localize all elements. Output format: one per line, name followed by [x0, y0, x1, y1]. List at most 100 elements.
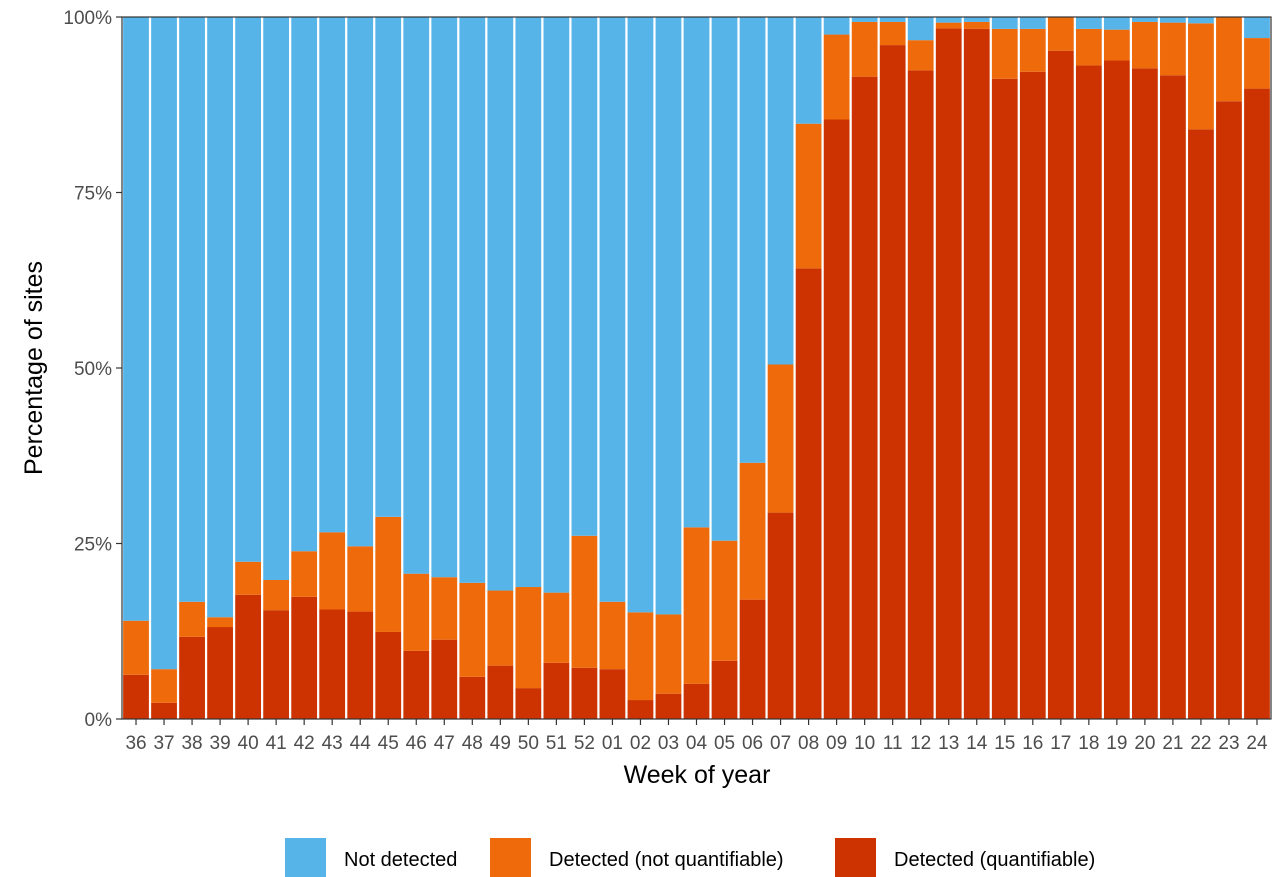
bar-detected-not-quantifiable-week-40 — [235, 561, 261, 595]
bar-not-detected-week-47 — [431, 17, 458, 578]
bar-detected-not-quantifiable-week-49 — [487, 590, 514, 666]
bar-detected-not-quantifiable-week-41 — [263, 580, 290, 611]
x-tick-label: 24 — [1246, 733, 1268, 754]
legend-key-not-detected — [285, 838, 326, 877]
x-tick-label: 14 — [966, 733, 988, 754]
bar-not-detected-week-48 — [459, 17, 486, 583]
legend-label-detected-not-quantifiable: Detected (not quantifiable) — [549, 849, 784, 871]
bar-detected-not-quantifiable-week-24 — [1244, 38, 1270, 89]
x-tick-label: 45 — [378, 733, 399, 754]
bar-detected-not-quantifiable-week-09 — [823, 34, 850, 120]
x-tick-label: 03 — [658, 733, 679, 754]
bar-detected-not-quantifiable-week-43 — [319, 532, 346, 610]
bar-not-detected-week-01 — [599, 17, 626, 602]
bar-detected-quantifiable-week-24 — [1244, 88, 1270, 720]
bar-detected-not-quantifiable-week-07 — [767, 364, 794, 513]
bar-detected-not-quantifiable-week-50 — [515, 587, 542, 689]
bar-detected-quantifiable-week-38 — [179, 636, 205, 719]
x-tick-label: 13 — [938, 733, 959, 754]
x-tick-label: 08 — [798, 733, 819, 754]
y-tick-label: 100% — [63, 8, 112, 29]
bar-detected-not-quantifiable-week-38 — [179, 601, 205, 637]
bar-detected-not-quantifiable-week-22 — [1188, 23, 1214, 130]
bar-detected-quantifiable-week-36 — [123, 674, 149, 719]
y-axis: 0% 25% 50% 75% 100% — [63, 8, 122, 731]
bar-detected-not-quantifiable-week-13 — [935, 22, 962, 29]
bar-detected-not-quantifiable-week-36 — [123, 620, 149, 675]
bar-detected-quantifiable-week-16 — [1019, 71, 1046, 719]
bar-detected-quantifiable-week-51 — [543, 662, 570, 719]
bar-not-detected-week-41 — [263, 17, 290, 580]
x-tick-label: 09 — [826, 733, 847, 754]
bar-detected-quantifiable-week-48 — [459, 676, 486, 719]
bar-not-detected-week-04 — [683, 17, 710, 528]
bars-group — [123, 17, 1270, 720]
bar-detected-not-quantifiable-week-21 — [1160, 22, 1186, 76]
x-tick-label: 44 — [350, 733, 372, 754]
x-tick-label: 18 — [1078, 733, 1099, 754]
bar-detected-quantifiable-week-17 — [1047, 50, 1074, 719]
bar-not-detected-week-09 — [823, 17, 850, 35]
x-tick-label: 07 — [770, 733, 791, 754]
y-tick-label: 25% — [74, 535, 112, 556]
bar-detected-not-quantifiable-week-16 — [1019, 28, 1046, 72]
bar-not-detected-week-24 — [1244, 17, 1270, 39]
bar-detected-quantifiable-week-04 — [683, 683, 710, 719]
bar-detected-quantifiable-week-14 — [963, 28, 990, 720]
x-tick-label: 06 — [742, 733, 763, 754]
bar-detected-not-quantifiable-week-37 — [151, 669, 177, 703]
x-tick-label: 38 — [181, 733, 202, 754]
x-tick-label: 16 — [1022, 733, 1043, 754]
bar-detected-quantifiable-week-20 — [1132, 68, 1158, 719]
bar-not-detected-week-42 — [291, 17, 318, 552]
bar-not-detected-week-15 — [991, 17, 1018, 29]
bar-detected-quantifiable-week-12 — [907, 70, 934, 720]
bar-detected-quantifiable-week-49 — [487, 665, 514, 719]
x-tick-label: 15 — [994, 733, 1015, 754]
bar-detected-quantifiable-week-52 — [571, 667, 598, 719]
bar-detected-quantifiable-week-07 — [767, 512, 794, 719]
x-tick-label: 48 — [462, 733, 483, 754]
bar-detected-quantifiable-week-15 — [991, 78, 1018, 719]
bar-not-detected-week-06 — [739, 17, 766, 463]
bar-detected-not-quantifiable-week-14 — [963, 21, 990, 29]
x-tick-label: 11 — [883, 733, 903, 754]
y-tick-label: 75% — [74, 184, 112, 205]
x-tick-label: 20 — [1134, 733, 1155, 754]
bar-detected-quantifiable-week-08 — [795, 268, 822, 719]
x-tick-label: 46 — [406, 733, 427, 754]
bar-not-detected-week-05 — [711, 17, 738, 541]
x-tick-label: 41 — [266, 733, 287, 754]
bar-detected-quantifiable-week-09 — [823, 119, 850, 720]
bar-detected-quantifiable-week-39 — [207, 627, 233, 719]
x-axis: 36 37 38 39 40 41 42 43 44 45 46 47 48 49 50 51 52 01 02 03… — [125, 719, 1268, 754]
bar-detected-quantifiable-week-02 — [627, 700, 654, 719]
bar-detected-quantifiable-week-05 — [711, 660, 738, 719]
bar-detected-not-quantifiable-week-10 — [851, 21, 878, 77]
bar-detected-quantifiable-week-37 — [151, 702, 177, 719]
y-tick-label: 0% — [85, 710, 113, 731]
bar-not-detected-week-21 — [1160, 17, 1186, 23]
bar-detected-not-quantifiable-week-06 — [739, 462, 766, 600]
x-tick-label: 36 — [125, 733, 146, 754]
x-tick-label: 21 — [1162, 733, 1183, 754]
legend-key-detected-not-quantifiable — [490, 838, 531, 877]
x-tick-label: 39 — [210, 733, 231, 754]
bar-not-detected-week-13 — [935, 17, 962, 23]
bar-detected-not-quantifiable-week-08 — [795, 123, 822, 269]
bar-detected-quantifiable-week-22 — [1188, 129, 1214, 719]
bar-detected-quantifiable-week-45 — [375, 631, 402, 719]
bar-not-detected-week-02 — [627, 17, 654, 613]
bar-detected-not-quantifiable-week-04 — [683, 527, 710, 684]
bar-detected-not-quantifiable-week-12 — [907, 40, 934, 71]
x-tick-label: 12 — [910, 733, 931, 754]
bar-detected-quantifiable-week-50 — [515, 688, 542, 719]
bar-not-detected-week-44 — [347, 17, 374, 547]
bar-detected-quantifiable-week-40 — [235, 594, 261, 719]
bar-not-detected-week-51 — [543, 17, 570, 593]
bar-detected-not-quantifiable-week-20 — [1132, 21, 1158, 69]
x-tick-label: 01 — [602, 733, 623, 754]
bar-not-detected-week-14 — [963, 17, 990, 22]
x-tick-label: 42 — [294, 733, 315, 754]
bar-detected-not-quantifiable-week-42 — [291, 551, 318, 597]
